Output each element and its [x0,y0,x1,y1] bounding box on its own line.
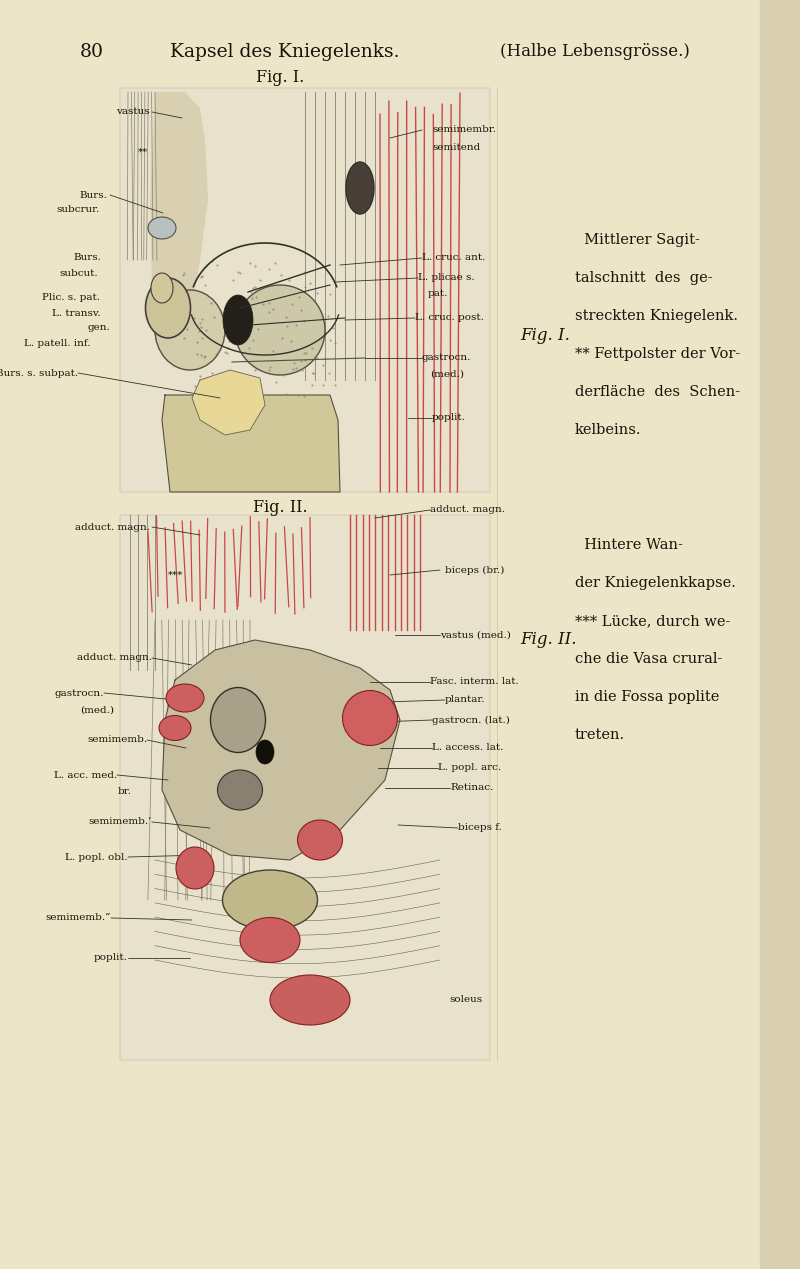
Text: vastus: vastus [116,108,150,117]
Text: gastrocn.: gastrocn. [422,354,471,363]
Ellipse shape [148,217,176,239]
Text: L. patell. inf.: L. patell. inf. [23,339,90,348]
Text: ** Fettpolster der Vor-: ** Fettpolster der Vor- [575,346,740,360]
Text: (Halbe Lebensgrösse.): (Halbe Lebensgrösse.) [500,43,690,61]
Text: plantar.: plantar. [445,695,486,704]
Text: in die Fossa poplite: in die Fossa poplite [575,690,719,704]
Text: biceps (br.): biceps (br.) [445,566,504,575]
Ellipse shape [210,688,266,753]
Text: L. access. lat.: L. access. lat. [432,744,503,753]
Ellipse shape [159,716,191,741]
Text: Burs. s. subpat.: Burs. s. subpat. [0,368,78,377]
Text: Fig. II.: Fig. II. [520,632,577,648]
Text: che die Vasa crural-: che die Vasa crural- [575,652,722,666]
Text: **: ** [138,147,148,156]
Text: Kapsel des Kniegelenks.: Kapsel des Kniegelenks. [170,43,400,61]
Ellipse shape [146,278,190,338]
Text: Hintere Wan-: Hintere Wan- [575,538,683,552]
FancyBboxPatch shape [120,515,490,1060]
Text: vastus (med.): vastus (med.) [440,631,511,640]
Polygon shape [162,395,340,492]
Text: adduct. magn.: adduct. magn. [430,505,505,514]
Ellipse shape [240,917,300,962]
Text: L. popl. obl.: L. popl. obl. [66,853,128,862]
Ellipse shape [218,770,262,810]
Text: subcrur.: subcrur. [57,206,100,214]
Text: adduct. magn.: adduct. magn. [75,523,150,532]
Ellipse shape [298,820,342,860]
Text: L. cruc. post.: L. cruc. post. [415,313,484,322]
Text: subcut.: subcut. [59,269,98,278]
Text: semimemb.”: semimemb.” [46,914,111,923]
Ellipse shape [151,273,173,303]
Text: 80: 80 [80,43,104,61]
Text: L. plicae s.: L. plicae s. [418,274,474,283]
Text: ***: *** [168,571,183,580]
Text: pat.: pat. [428,289,448,298]
Text: adduct. magn.: adduct. magn. [77,654,152,662]
Text: streckten Kniegelenk.: streckten Kniegelenk. [575,308,738,324]
Polygon shape [192,371,265,435]
Ellipse shape [270,975,350,1025]
Text: gen.: gen. [87,324,110,332]
FancyBboxPatch shape [120,88,490,492]
Ellipse shape [176,846,214,890]
Polygon shape [162,640,400,860]
Text: semimemb.’: semimemb.’ [89,817,152,826]
Text: (med.): (med.) [80,706,114,714]
Text: semimemb.: semimemb. [87,736,147,745]
Ellipse shape [346,162,374,214]
Ellipse shape [166,684,204,712]
Text: soleus: soleus [449,995,482,1005]
Text: semitend: semitend [432,143,480,152]
Text: L. transv.: L. transv. [52,308,101,317]
Text: poplit.: poplit. [432,414,466,423]
Text: treten.: treten. [575,728,625,742]
Text: Retinac.: Retinac. [450,783,494,793]
Text: L. cruc. ant.: L. cruc. ant. [422,254,486,263]
Text: L. popl. arc.: L. popl. arc. [438,764,501,773]
Polygon shape [150,91,208,320]
Text: Fasc. interm. lat.: Fasc. interm. lat. [430,678,518,687]
Text: kelbeins.: kelbeins. [575,423,642,437]
Text: Burs.: Burs. [73,254,101,263]
Text: der Kniegelenkkapse.: der Kniegelenkkapse. [575,576,736,590]
Text: biceps f.: biceps f. [458,824,502,832]
Text: Burs.: Burs. [79,190,107,199]
Text: (med.): (med.) [430,369,464,378]
Text: *** Lücke, durch we-: *** Lücke, durch we- [575,614,730,628]
Text: gastrocn. (lat.): gastrocn. (lat.) [432,716,510,725]
Text: semimembr.: semimembr. [432,126,496,135]
Ellipse shape [222,871,318,930]
Text: gastrocn.: gastrocn. [54,689,104,698]
Text: L. acc. med.: L. acc. med. [54,770,117,779]
Text: poplit.: poplit. [94,953,128,962]
Text: talschnitt  des  ge-: talschnitt des ge- [575,272,713,286]
Ellipse shape [256,740,274,764]
Text: derfläche  des  Schen-: derfläche des Schen- [575,385,740,398]
Text: Plic. s. pat.: Plic. s. pat. [42,293,100,302]
Text: Fig. I.: Fig. I. [256,69,304,85]
Text: Fig. II.: Fig. II. [253,499,307,515]
Text: Fig. I.: Fig. I. [520,326,570,344]
Text: Mittlerer Sagit-: Mittlerer Sagit- [575,233,700,247]
Ellipse shape [223,294,253,345]
Ellipse shape [342,690,398,745]
Ellipse shape [235,286,325,376]
Ellipse shape [155,291,225,371]
Text: br.: br. [118,788,132,797]
